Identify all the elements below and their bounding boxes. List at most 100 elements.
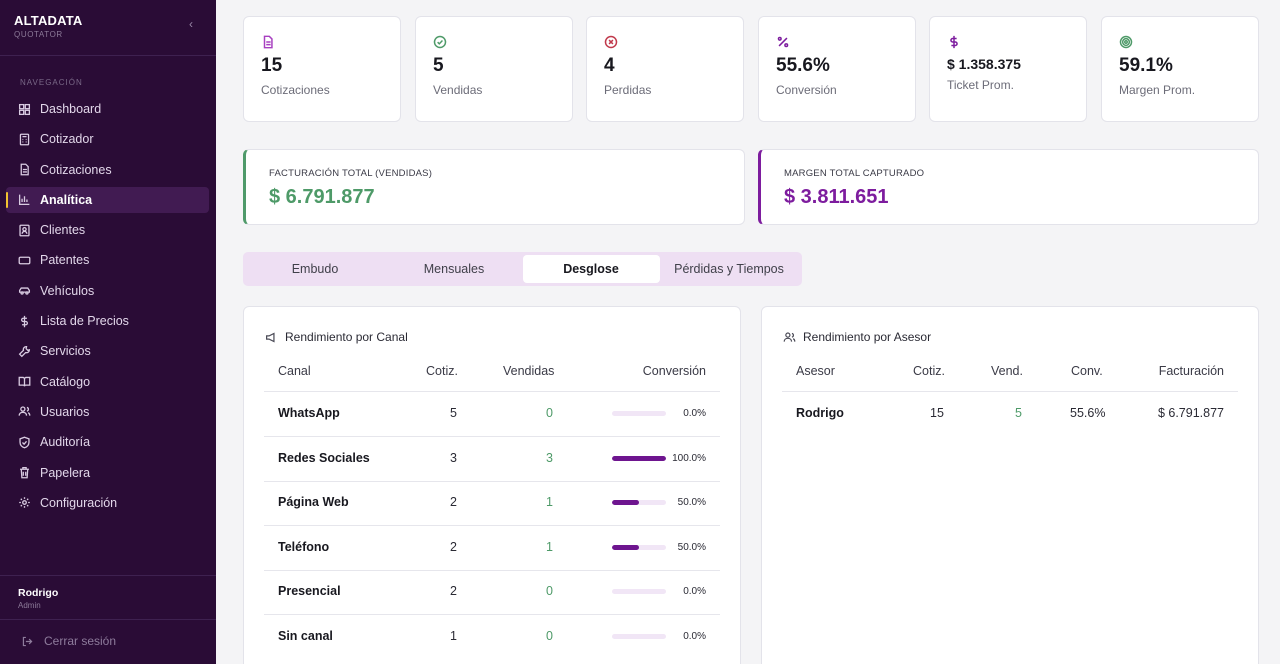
calculator-icon bbox=[17, 132, 31, 146]
sidebar-item-cotizador[interactable]: Cotizador bbox=[6, 126, 209, 152]
header-divider bbox=[264, 391, 720, 392]
stat-value: 5 bbox=[433, 55, 444, 76]
logout-button[interactable]: Cerrar sesión bbox=[21, 634, 116, 648]
tab-mensuales[interactable]: Mensuales bbox=[423, 262, 485, 276]
book-icon bbox=[17, 375, 31, 389]
sidebar-item-catalogo[interactable]: Catálogo bbox=[6, 369, 209, 395]
stat-label: Margen Prom. bbox=[1119, 83, 1196, 97]
advisor-billing: $ 6.791.877 bbox=[1157, 406, 1224, 420]
gear-icon bbox=[17, 496, 31, 510]
margin-total-card: MARGEN TOTAL CAPTURADO $ 3.811.651 bbox=[758, 149, 1259, 225]
channel-sold: 1 bbox=[546, 495, 553, 510]
chevron-left-icon[interactable]: ‹ bbox=[189, 17, 193, 31]
channel-name: Sin canal bbox=[278, 629, 333, 643]
conversion-value: 50.0% bbox=[677, 497, 706, 509]
logout-label: Cerrar sesión bbox=[44, 634, 117, 648]
channel-sold: 0 bbox=[546, 584, 553, 599]
conversion-bar-fill bbox=[612, 455, 666, 461]
channel-name: WhatsApp bbox=[278, 406, 340, 420]
conversion-value: 100.0% bbox=[672, 452, 706, 464]
billing-total-value: $ 6.791.877 bbox=[269, 186, 375, 208]
sidebar: ALTADATA QUOTATOR ‹ NAVEGACIÓN Dashboard… bbox=[0, 0, 216, 664]
sidebar-item-usuarios[interactable]: Usuarios bbox=[6, 399, 209, 425]
advisor-quotes: 15 bbox=[930, 406, 944, 420]
advisor-performance-panel: Rendimiento por Asesor Asesor Cotiz. Vend.… bbox=[761, 306, 1259, 664]
shield-icon bbox=[17, 435, 31, 449]
logout-icon bbox=[22, 636, 33, 646]
stat-label: Perdidas bbox=[604, 83, 652, 97]
nav-heading: NAVEGACIÓN bbox=[20, 78, 83, 87]
conversion-bar bbox=[612, 589, 666, 595]
percent-icon bbox=[776, 34, 898, 50]
sidebar-item-label: Cotizador bbox=[40, 132, 94, 147]
channel-panel-title-text: Rendimiento por Canal bbox=[285, 330, 408, 344]
column-header-quotes: Cotiz. bbox=[913, 364, 945, 378]
sidebar-item-label: Servicios bbox=[40, 344, 91, 359]
sidebar-divider bbox=[0, 575, 216, 576]
nav-list: Dashboard Cotizador Cotizaciones Analítica C… bbox=[6, 96, 209, 520]
sidebar-item-patentes[interactable]: Patentes bbox=[6, 247, 209, 273]
advisor-panel-title: Rendimiento por Asesor bbox=[783, 330, 931, 344]
sidebar-item-cotizaciones[interactable]: Cotizaciones bbox=[6, 157, 209, 183]
conversion-value: 0.0% bbox=[683, 408, 706, 419]
column-header-channel: Canal bbox=[278, 364, 311, 378]
advisor-conversion: 55.6% bbox=[1070, 406, 1106, 420]
stat-value: 59.1% bbox=[1119, 55, 1173, 76]
check-circle-icon bbox=[433, 34, 555, 50]
sidebar-item-label: Analítica bbox=[40, 192, 93, 207]
channel-quotes: 2 bbox=[450, 539, 457, 554]
users-icon bbox=[17, 405, 31, 419]
row-divider bbox=[264, 569, 720, 571]
sidebar-item-label: Catálogo bbox=[40, 374, 91, 389]
billing-total-label: FACTURACIÓN TOTAL (VENDIDAS) bbox=[269, 168, 433, 179]
stat-value: 4 bbox=[604, 55, 615, 76]
channel-sold: 1 bbox=[546, 539, 553, 554]
sidebar-item-papelera[interactable]: Papelera bbox=[6, 460, 209, 486]
channel-sold: 0 bbox=[546, 406, 553, 420]
conversion-value: 50.0% bbox=[677, 541, 706, 553]
stat-label: Ticket Prom. bbox=[947, 78, 1014, 92]
sidebar-item-label: Papelera bbox=[40, 465, 91, 480]
sidebar-item-dashboard[interactable]: Dashboard bbox=[6, 96, 209, 122]
conversion-bar bbox=[612, 634, 666, 639]
column-header-quotes: Cotiz. bbox=[426, 364, 458, 378]
sidebar-item-label: Dashboard bbox=[40, 102, 102, 116]
sidebar-item-configuracion[interactable]: Configuración bbox=[6, 490, 209, 516]
column-header-advisor: Asesor bbox=[796, 364, 835, 378]
brand: ALTADATA QUOTATOR bbox=[14, 13, 83, 39]
stat-label: Conversión bbox=[776, 83, 837, 97]
sidebar-item-auditoria[interactable]: Auditoría bbox=[6, 429, 209, 455]
user-block: Rodrigo Admin bbox=[18, 587, 58, 610]
sidebar-item-analitica[interactable]: Analítica bbox=[6, 186, 209, 213]
tab-embudo[interactable]: Embudo bbox=[291, 262, 339, 276]
conversion-bar bbox=[612, 500, 666, 506]
stat-card: 4 Perdidas bbox=[586, 16, 744, 122]
row-divider bbox=[264, 614, 720, 616]
stat-card: $ 1.358.375 Ticket Prom. bbox=[929, 16, 1087, 122]
row-divider bbox=[264, 480, 720, 482]
channel-quotes: 3 bbox=[450, 450, 457, 465]
document-icon bbox=[17, 163, 31, 177]
sidebar-item-label: Clientes bbox=[40, 223, 86, 238]
channel-performance-panel: Rendimiento por Canal Canal Cotiz. Vendida… bbox=[243, 306, 741, 664]
megaphone-icon bbox=[266, 331, 275, 343]
conversion-bar bbox=[612, 455, 666, 461]
column-header-conversion: Conv. bbox=[1071, 364, 1103, 378]
stat-card: 55.6% Conversión bbox=[758, 16, 916, 122]
column-header-sold: Vend. bbox=[991, 364, 1023, 378]
channel-name: Teléfono bbox=[278, 539, 330, 554]
sidebar-item-lista-de-precios[interactable]: Lista de Precios bbox=[6, 308, 209, 334]
channel-name: Presencial bbox=[278, 584, 341, 599]
sidebar-item-servicios[interactable]: Servicios bbox=[6, 338, 209, 364]
sidebar-item-label: Configuración bbox=[40, 495, 118, 510]
sidebar-item-label: Lista de Precios bbox=[40, 314, 129, 329]
sidebar-item-vehiculos[interactable]: Vehículos bbox=[6, 278, 209, 304]
channel-quotes: 2 bbox=[450, 584, 457, 599]
sidebar-item-clientes[interactable]: Clientes bbox=[6, 217, 209, 243]
column-header-conversion: Conversión bbox=[642, 364, 706, 378]
channel-sold: 3 bbox=[546, 450, 553, 465]
tab-desglose[interactable]: Desglose bbox=[522, 255, 660, 283]
channel-panel-title: Rendimiento por Canal bbox=[265, 330, 408, 344]
dollar-icon bbox=[947, 34, 1069, 50]
tab-perdidas-y-tiempos[interactable]: Pérdidas y Tiempos bbox=[674, 262, 784, 276]
